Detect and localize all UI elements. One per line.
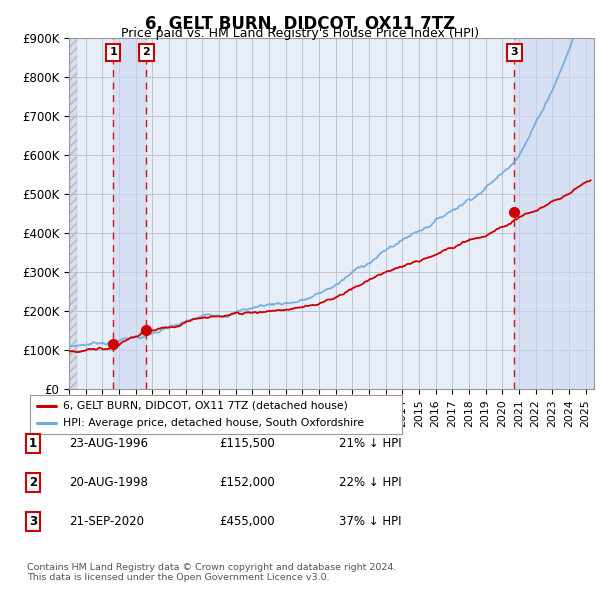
Text: £152,000: £152,000 xyxy=(219,476,275,489)
Text: 6, GELT BURN, DIDCOT, OX11 7TZ: 6, GELT BURN, DIDCOT, OX11 7TZ xyxy=(145,15,455,33)
Text: 23-AUG-1996: 23-AUG-1996 xyxy=(69,437,148,450)
Text: £455,000: £455,000 xyxy=(219,515,275,528)
Text: 1: 1 xyxy=(29,437,37,450)
Text: 3: 3 xyxy=(511,47,518,57)
Text: 20-AUG-1998: 20-AUG-1998 xyxy=(69,476,148,489)
Text: 6, GELT BURN, DIDCOT, OX11 7TZ (detached house): 6, GELT BURN, DIDCOT, OX11 7TZ (detached… xyxy=(64,401,349,411)
Text: 2: 2 xyxy=(29,476,37,489)
Text: £115,500: £115,500 xyxy=(219,437,275,450)
Text: 2: 2 xyxy=(143,47,150,57)
Text: Price paid vs. HM Land Registry's House Price Index (HPI): Price paid vs. HM Land Registry's House … xyxy=(121,27,479,40)
Bar xyxy=(514,38,594,389)
Bar xyxy=(69,38,77,389)
Text: Contains HM Land Registry data © Crown copyright and database right 2024.
This d: Contains HM Land Registry data © Crown c… xyxy=(27,563,397,582)
Text: 21-SEP-2020: 21-SEP-2020 xyxy=(69,515,144,528)
Text: 3: 3 xyxy=(29,515,37,528)
Text: 22% ↓ HPI: 22% ↓ HPI xyxy=(339,476,401,489)
Text: 21% ↓ HPI: 21% ↓ HPI xyxy=(339,437,401,450)
Bar xyxy=(113,38,146,389)
Text: 1: 1 xyxy=(109,47,117,57)
Text: 37% ↓ HPI: 37% ↓ HPI xyxy=(339,515,401,528)
Text: HPI: Average price, detached house, South Oxfordshire: HPI: Average price, detached house, Sout… xyxy=(64,418,365,428)
